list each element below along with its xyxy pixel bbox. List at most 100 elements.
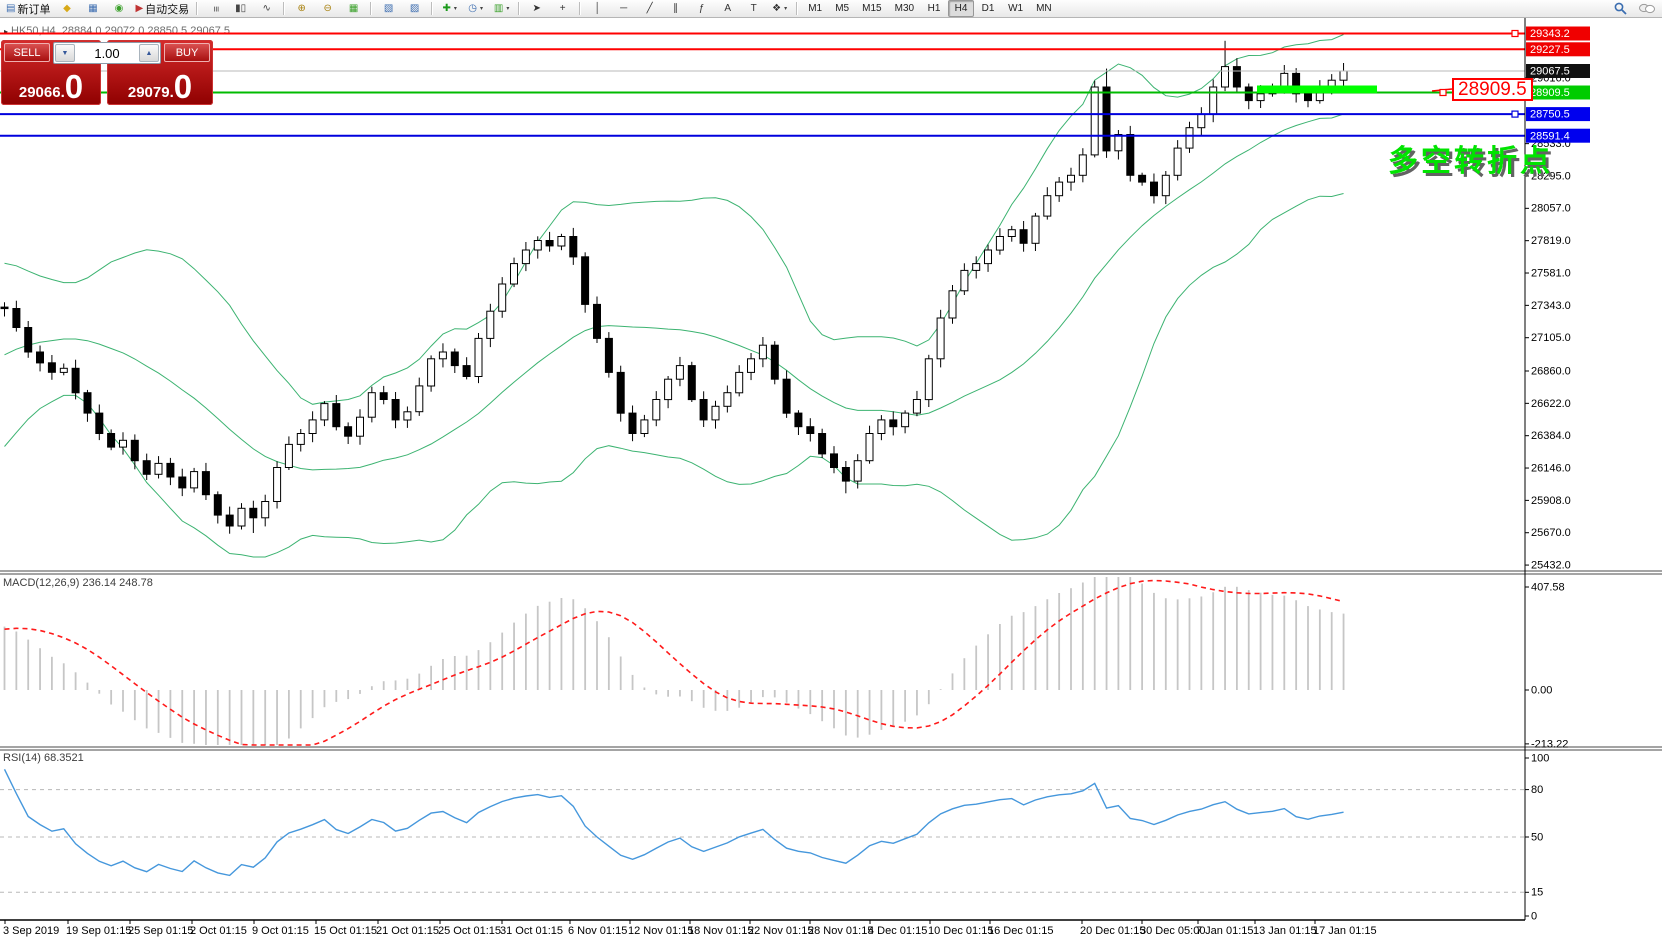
highlighter-button[interactable]: ◆ <box>54 0 79 18</box>
volume-input[interactable]: 1.00 <box>94 45 120 61</box>
timeframe-d1[interactable]: D1 <box>981 3 995 14</box>
svg-text:30 Dec 05:00: 30 Dec 05:00 <box>1140 925 1205 937</box>
tile-windows-icon: ▦ <box>348 2 359 14</box>
periods-menu-button[interactable]: ◷ ▾ <box>463 0 488 18</box>
new-order-button[interactable]: ▤ 新订单 <box>3 0 53 18</box>
autotrade-button-label: 自动交易 <box>145 3 190 16</box>
timeframe-m5[interactable]: M5 <box>835 3 850 14</box>
candle-chart-button[interactable]: ▮▯ <box>228 0 253 18</box>
svg-text:22 Nov 01:15: 22 Nov 01:15 <box>748 925 813 937</box>
svg-text:-213.22: -213.22 <box>1531 738 1568 750</box>
chevron-down-icon: ▾ <box>784 6 788 12</box>
signals-button[interactable]: ◉ <box>106 0 131 18</box>
fibonacci-button[interactable]: ƒ <box>689 0 714 18</box>
buy-price: 29079. 0 <box>127 68 193 105</box>
timeframe-h4[interactable]: H4 <box>948 0 975 17</box>
arrows-button[interactable]: ❖ ▾ <box>767 0 792 18</box>
svg-text:27581.0: 27581.0 <box>1531 267 1571 279</box>
volume-increase-button[interactable]: ▲ <box>139 44 159 62</box>
timeframe-h1[interactable]: H1 <box>927 3 941 14</box>
template-icon: ▥ <box>493 2 504 14</box>
chat-icon <box>1638 3 1655 13</box>
autotrade-button[interactable]: ▶ 自动交易 <box>132 0 192 18</box>
svg-text:15: 15 <box>1531 887 1543 899</box>
horizontal-line-button[interactable]: ─ <box>611 0 636 18</box>
highlighter-icon: ◆ <box>63 2 71 14</box>
svg-text:6 Nov 01:15: 6 Nov 01:15 <box>568 925 627 937</box>
turning-point-annotation[interactable]: 多空转折点 <box>1388 145 1553 178</box>
svg-text:2 Oct 01:15: 2 Oct 01:15 <box>190 925 247 937</box>
svg-text:28 Nov 01:15: 28 Nov 01:15 <box>808 925 873 937</box>
toolbar-separator <box>283 2 286 15</box>
chevron-down-icon: ▾ <box>453 6 457 12</box>
svg-text:28909.5: 28909.5 <box>1530 87 1570 99</box>
price-tag <box>1526 26 1590 41</box>
channel-button[interactable]: ∥ <box>663 0 688 18</box>
callout-connector <box>1431 88 1453 92</box>
macd-pane <box>3 577 1345 746</box>
svg-text:13 Jan 01:15: 13 Jan 01:15 <box>1253 925 1317 937</box>
toolbar-separator <box>518 2 521 15</box>
add-indicator-button[interactable]: ✚ ▾ <box>437 0 462 18</box>
price-axis[interactable]: 29016.028533.028295.028057.027819.027581… <box>0 18 1590 922</box>
svg-text:29016.0: 29016.0 <box>1531 72 1571 84</box>
search-button[interactable] <box>1608 0 1633 18</box>
toolbar-separator <box>196 2 199 15</box>
vertical-line-button[interactable]: │ <box>585 0 610 18</box>
text-label-icon: T <box>750 2 757 14</box>
cursor-button[interactable]: ➤ <box>524 0 549 18</box>
text-button[interactable]: A <box>715 0 740 18</box>
svg-text:29067.5: 29067.5 <box>1530 66 1570 78</box>
chat-button[interactable] <box>1634 0 1659 18</box>
svg-text:31 Oct 01:15: 31 Oct 01:15 <box>500 925 563 937</box>
symbol-ohlc-text: HK50,H4 28884.0 29072.0 28850.5 29067.5 <box>11 25 230 37</box>
channel-icon: ∥ <box>673 2 679 14</box>
svg-text:25432.0: 25432.0 <box>1531 559 1571 571</box>
search-icon <box>1614 2 1627 15</box>
rsi-label: RSI(14) 68.3521 <box>3 752 84 764</box>
svg-text:25 Sep 01:15: 25 Sep 01:15 <box>128 925 193 937</box>
chart-window-button[interactable]: ▦ <box>80 0 105 18</box>
svg-text:3 Sep 2019: 3 Sep 2019 <box>3 925 59 937</box>
sell-button[interactable]: SELL <box>4 43 50 62</box>
timeframe-mn[interactable]: MN <box>1036 3 1052 14</box>
toolbar-separator <box>431 2 434 15</box>
symbol-ohlc-line: ▸ HK50,H4 28884.0 29072.0 28850.5 29067.5 <box>4 25 230 37</box>
line-chart-button[interactable]: ∿ <box>254 0 279 18</box>
timeframe-m15[interactable]: M15 <box>862 3 882 14</box>
volume-decrease-button[interactable]: ▼ <box>55 44 75 62</box>
svg-text:10 Dec 01:15: 10 Dec 01:15 <box>928 925 993 937</box>
rsi-pane <box>0 768 1525 893</box>
price-tag <box>1526 42 1590 57</box>
crosshair-icon: + <box>559 2 566 14</box>
zoom-in-icon: ⊕ <box>297 2 306 14</box>
zoom-out-button[interactable]: ⊖ <box>315 0 340 18</box>
timeframe-m1[interactable]: M1 <box>808 3 823 14</box>
autotrade-icon: ▶ <box>135 2 144 14</box>
crosshair-button[interactable]: + <box>550 0 575 18</box>
line-chart-icon: ∿ <box>262 2 271 14</box>
bar-chart-button[interactable]: ≡ <box>202 0 227 18</box>
tile-windows-button[interactable]: ▦ <box>341 0 366 18</box>
svg-text:28057.0: 28057.0 <box>1531 203 1571 215</box>
templates-menu-button[interactable]: ▥ ▾ <box>489 0 514 18</box>
timeframe-w1[interactable]: W1 <box>1008 3 1024 14</box>
data-window-button[interactable]: ▧ <box>376 0 401 18</box>
timeframe-m30[interactable]: M30 <box>894 3 915 14</box>
candles[interactable] <box>0 40 1348 534</box>
indicator-window-button[interactable]: ▨ <box>402 0 427 18</box>
svg-text:16 Dec 01:15: 16 Dec 01:15 <box>988 925 1053 937</box>
svg-text:26146.0: 26146.0 <box>1531 462 1571 474</box>
svg-text:80: 80 <box>1531 784 1543 796</box>
buy-button[interactable]: BUY <box>164 43 210 62</box>
chart-objects[interactable] <box>0 29 1525 137</box>
svg-text:18 Nov 01:15: 18 Nov 01:15 <box>688 925 753 937</box>
svg-text:26622.0: 26622.0 <box>1531 398 1571 410</box>
trendline-button[interactable]: ╱ <box>637 0 662 18</box>
svg-text:20 Dec 01:15: 20 Dec 01:15 <box>1080 925 1145 937</box>
price-callout[interactable]: 28909.5 <box>1452 78 1533 101</box>
text-label-button[interactable]: T <box>741 0 766 18</box>
zoom-in-button[interactable]: ⊕ <box>289 0 314 18</box>
